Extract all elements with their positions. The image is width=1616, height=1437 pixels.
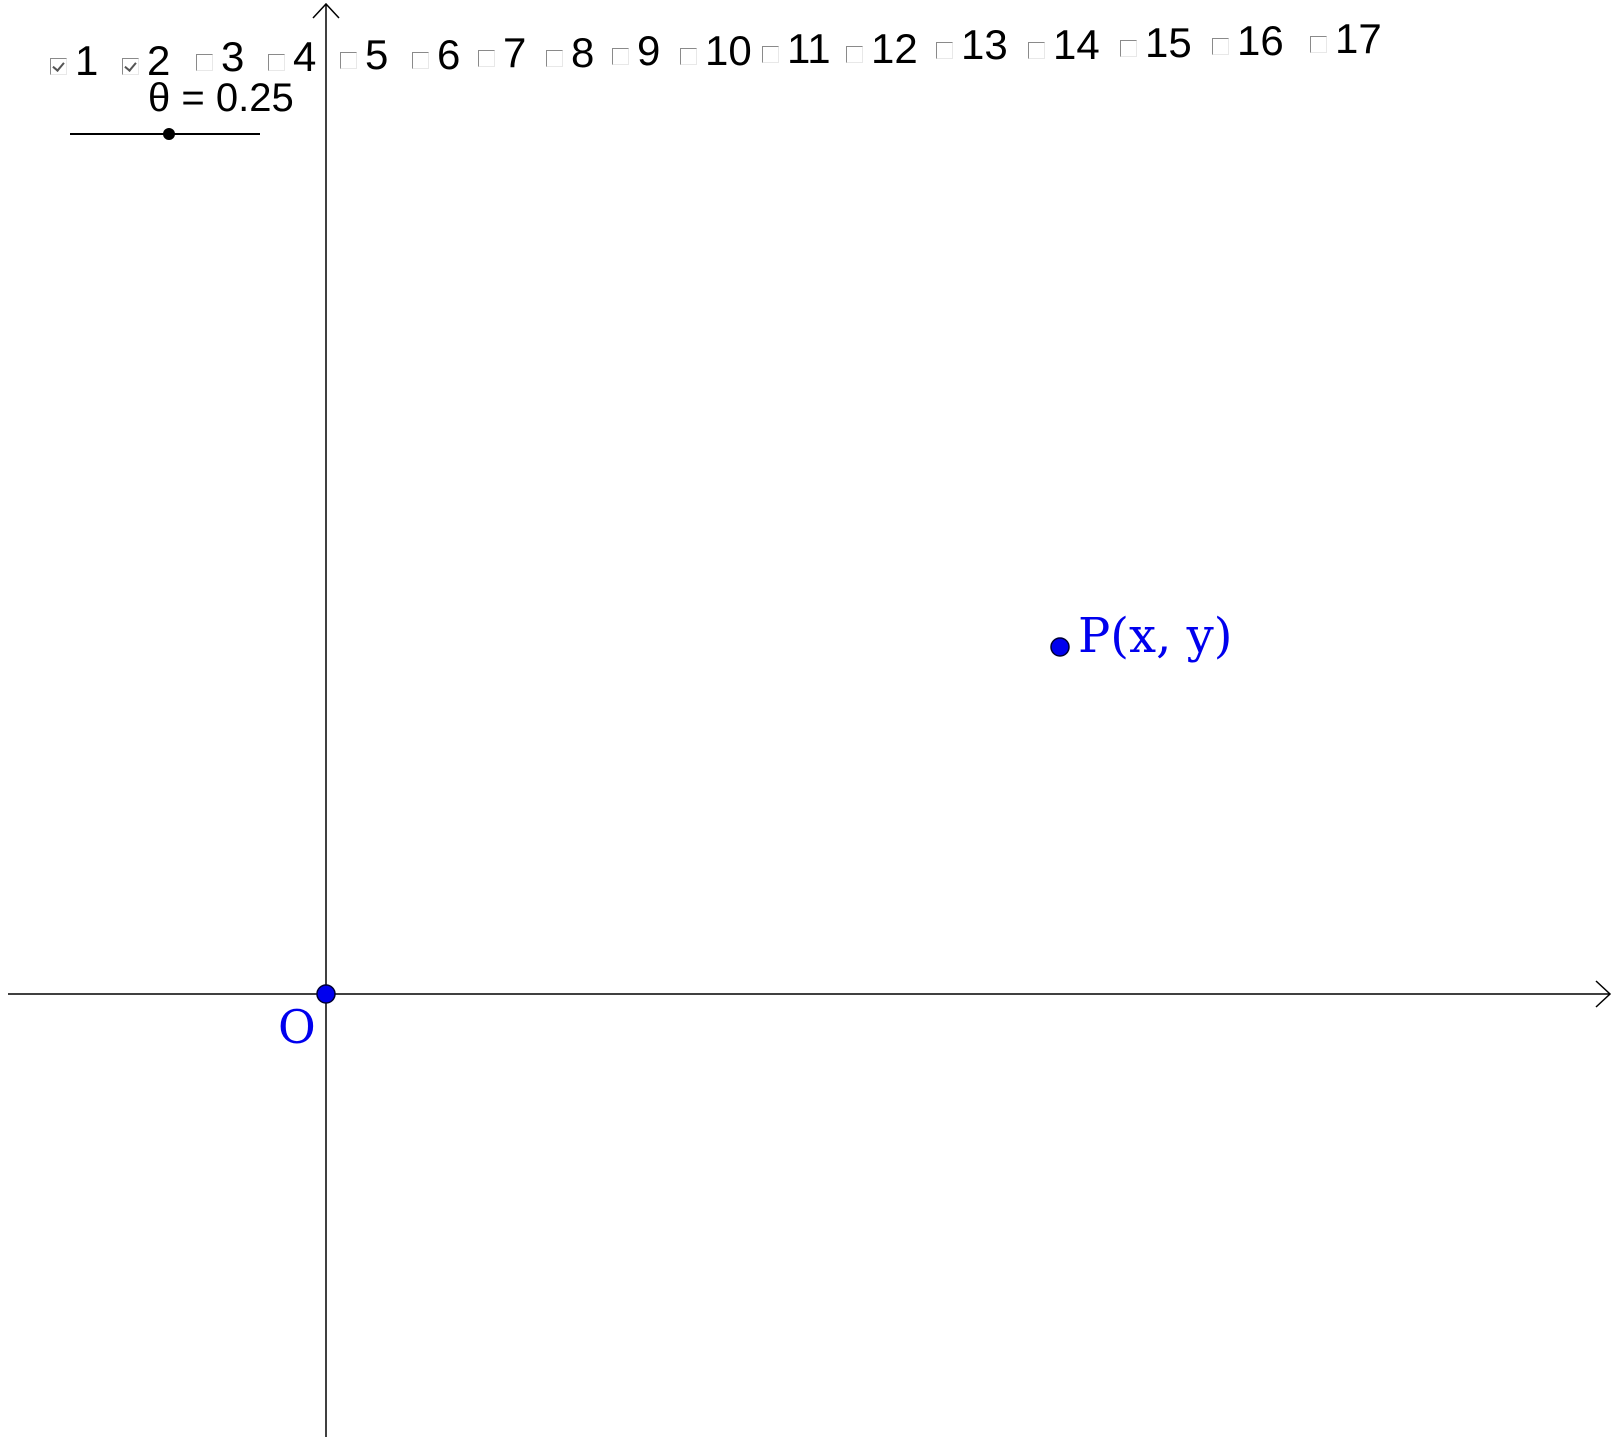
checkbox-label: 2 — [147, 37, 171, 84]
checkbox-label: 6 — [437, 31, 461, 78]
checkbox-unchecked-icon[interactable] — [196, 53, 213, 71]
checkbox-3[interactable]: 3 — [196, 36, 244, 78]
theta-slider-label: θ = 0.25 — [148, 76, 294, 120]
checkbox-label: 16 — [1237, 17, 1284, 64]
checkbox-label: 11 — [787, 25, 831, 72]
checkbox-9[interactable]: 9 — [612, 30, 660, 72]
checkbox-label: 5 — [365, 31, 389, 78]
checkbox-bar: 1 2 3 4 5 6 7 8 9 10 11 12 13 14 15 16 17 — [50, 12, 1570, 82]
checkbox-5[interactable]: 5 — [340, 34, 388, 76]
checkbox-label: 9 — [637, 27, 661, 74]
checkbox-label: 1 — [75, 37, 99, 84]
checkbox-7[interactable]: 7 — [478, 32, 526, 74]
checkbox-label: 3 — [221, 33, 245, 80]
checkbox-unchecked-icon[interactable] — [412, 51, 429, 69]
checkbox-11[interactable]: 11 — [762, 28, 831, 70]
checkbox-16[interactable]: 16 — [1212, 20, 1284, 62]
checkbox-15[interactable]: 15 — [1120, 22, 1192, 64]
checkbox-unchecked-icon[interactable] — [680, 47, 697, 65]
checkbox-unchecked-icon[interactable] — [762, 45, 779, 63]
checkbox-label: 12 — [871, 25, 918, 72]
checkbox-unchecked-icon[interactable] — [846, 45, 863, 63]
checkbox-14[interactable]: 14 — [1028, 24, 1100, 66]
origin-label: O — [278, 1000, 316, 1054]
checkbox-unchecked-icon[interactable] — [478, 49, 495, 67]
checkbox-8[interactable]: 8 — [546, 32, 594, 74]
y-axis-arrow — [312, 2, 340, 19]
checkbox-label: 10 — [705, 27, 752, 74]
x-axis-arrow — [1595, 980, 1612, 1008]
point-p[interactable] — [1050, 637, 1070, 657]
checkbox-unchecked-icon[interactable] — [268, 53, 285, 71]
point-p-label: P(x, y) — [1078, 608, 1233, 664]
checkbox-label: 4 — [293, 33, 317, 80]
checkbox-17[interactable]: 17 — [1310, 18, 1382, 60]
checkbox-label: 7 — [503, 29, 527, 76]
checkbox-checked-icon[interactable] — [50, 57, 67, 75]
checkbox-2[interactable]: 2 — [122, 40, 170, 82]
checkbox-unchecked-icon[interactable] — [1310, 35, 1327, 53]
checkbox-unchecked-icon[interactable] — [612, 47, 629, 65]
checkbox-10[interactable]: 10 — [680, 30, 752, 72]
checkbox-label: 8 — [571, 29, 595, 76]
checkbox-unchecked-icon[interactable] — [1028, 41, 1045, 59]
checkbox-unchecked-icon[interactable] — [546, 49, 563, 67]
checkbox-13[interactable]: 13 — [936, 24, 1008, 66]
theta-slider-knob[interactable] — [163, 128, 175, 140]
checkbox-unchecked-icon[interactable] — [936, 41, 953, 59]
checkbox-4[interactable]: 4 — [268, 36, 316, 78]
origin-point[interactable] — [316, 984, 336, 1004]
checkbox-label: 14 — [1053, 21, 1100, 68]
checkbox-checked-icon[interactable] — [122, 57, 139, 75]
checkbox-unchecked-icon[interactable] — [1120, 39, 1137, 57]
checkbox-label: 15 — [1145, 19, 1192, 66]
checkbox-unchecked-icon[interactable] — [340, 51, 357, 69]
checkbox-6[interactable]: 6 — [412, 34, 460, 76]
checkbox-label: 13 — [961, 21, 1008, 68]
checkbox-label: 17 — [1335, 15, 1382, 62]
checkbox-12[interactable]: 12 — [846, 28, 918, 70]
checkbox-unchecked-icon[interactable] — [1212, 37, 1229, 55]
checkbox-1[interactable]: 1 — [50, 40, 98, 82]
